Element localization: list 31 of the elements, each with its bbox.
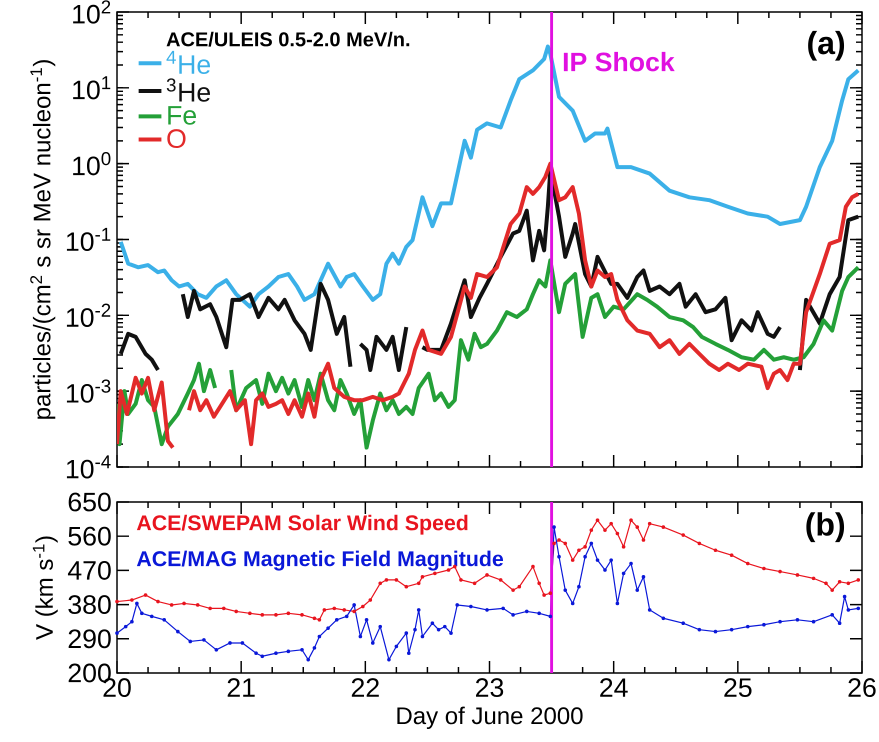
legend-label: $^{4}$He [166, 50, 210, 74]
series-label: ACE/MAG Magnetic Field Magnitude [136, 550, 504, 571]
annotation: (a) [808, 30, 844, 61]
x-tick-label: 21 [228, 678, 255, 697]
x-axis-title: Day of June 2000 [397, 706, 583, 730]
y-axis-title: particles/(cm$^{2}$ s sr MeV nucleon$^{-1}$) [30, 60, 56, 419]
y-tick-label: 470 [68, 560, 111, 580]
x-tick-label: 25 [724, 678, 752, 698]
y-tick-label: 10$^{-1}$ [66, 228, 110, 252]
legend-label: $^{3}$He [166, 78, 210, 102]
y-tick-label: 10$^{-2}$ [66, 304, 110, 327]
annotation: (b) [806, 512, 844, 542]
y-tick-label: 10$^{2}$ [73, 0, 110, 24]
x-tick-label: 24 [600, 678, 628, 697]
series-label: ACE/SWEPAM Solar Wind Speed [136, 514, 468, 535]
y-tick-label: 290 [68, 629, 111, 648]
y-tick-label: 380 [68, 595, 111, 614]
y-axis-title: V (km s$^{-1}$) [32, 536, 58, 640]
y-tick-label: 10$^{0}$ [73, 152, 110, 176]
y-tick-label: 10$^{1}$ [73, 76, 110, 100]
x-tick-label: 22 [352, 678, 379, 697]
x-tick-label: 26 [848, 678, 876, 698]
ref-line-label: IP Shock [564, 52, 675, 72]
legend-label: Fe [168, 106, 196, 125]
y-tick-label: 10$^{-4}$ [66, 455, 111, 479]
legend-title: ACE/ULEIS 0.5-2.0 MeV/n. [166, 32, 410, 47]
x-tick-label: 23 [476, 678, 504, 698]
legend-label: O [167, 129, 186, 148]
y-tick-label: 560 [68, 526, 111, 546]
y-tick-label: 10$^{-3}$ [66, 379, 110, 403]
y-tick-label: 650 [68, 492, 111, 512]
